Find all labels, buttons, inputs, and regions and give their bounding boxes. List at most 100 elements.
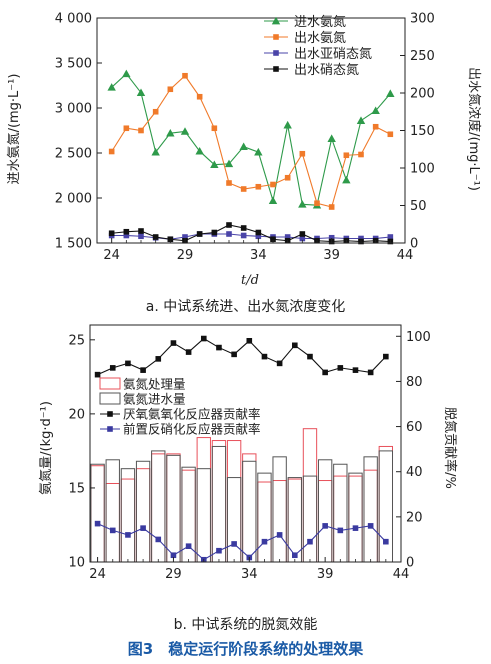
chart-a-ytick-right-label: 100 [410,162,435,177]
bar-ammonia-inflow [363,456,378,563]
legend-label: 前置反硝化反应器贡献率 [123,422,261,437]
chart-a-xtick-label: 44 [397,248,414,263]
bar-ammonia-inflow [257,472,272,563]
chart-b-series-point-1 [352,525,359,531]
chart-a-series-point-0 [283,120,292,129]
chart-a-series-point-0 [356,116,366,124]
legend-label: 氨氮处理量 [123,377,186,392]
bar-ammonia-inflow [105,459,120,563]
chart-b-xtick-label: 34 [241,567,258,582]
chart-a-series-point-0 [239,142,248,151]
chart-a-series-point-1 [152,108,159,115]
chart-a-xtick-label: 34 [250,248,267,263]
chart-a-series-point-3 [270,236,276,243]
chart-a-series-point-0 [268,196,278,205]
chart-a-ytick-right-label: 250 [410,49,435,64]
chart-a-series-point-0 [136,88,146,97]
chart-a-series-point-1 [372,123,379,130]
legend-label: 出水硝态氮 [294,63,359,78]
chart-b-series-point-0 [216,344,222,351]
chart-b-axes: 24 29 34 39 44 10 15 20 25 0 20 40 60 80 100 [68,324,431,582]
chart-a-xlabel: t/d [241,273,259,288]
chart-a-ytick-right-label: 50 [410,199,427,214]
legend-marker [273,34,279,40]
chart-a-series-point-2 [182,234,188,240]
chart-a-xtick-label: 24 [103,248,120,263]
chart-a: 24 29 34 39 44 1 500 2 000 2 500 3 000 3 500 4 000… [7,12,482,289]
chart-b-series-point-1 [109,527,116,534]
chart-a-ytick-left-label: 2 500 [55,147,92,162]
chart-b: 24 29 34 39 44 10 15 20 25 0 20 40 60 80 100 氨氮量/(kg·d… [39,324,458,582]
bar-ammonia-inflow [166,454,181,563]
chart-b-series-point-1 [337,527,344,534]
bar-ammonia-removed [317,480,333,563]
chart-b-ytick-right-label: 0 [406,556,414,571]
chart-a-series-point-1 [240,186,247,192]
chart-a-series-point-1 [167,86,174,93]
chart-a-series-point-3 [211,229,218,236]
chart-a-series-point-3 [108,230,115,237]
bar-ammonia-removed [257,481,272,563]
bar-ammonia-removed [105,482,120,563]
chart-a-ytick-left-label: 2 000 [55,192,92,207]
chart-a-series-point-1 [255,183,262,190]
figure-caption: 图3 稳定运行阶段系统的处理效果 [127,640,364,658]
chart-b-series-point-0 [170,340,177,346]
legend-marker [273,66,279,72]
chart-b-ytick-right-label: 60 [406,420,423,435]
chart-b-xtick-label: 44 [393,567,410,582]
bar-ammonia-removed [272,480,287,563]
chart-a-series-point-0 [298,200,307,208]
chart-a-series-point-0 [122,69,131,78]
legend-label: 氨氮进水量 [123,392,186,407]
bar-ammonia-inflow [120,468,136,563]
legend-swatch [99,377,121,390]
chart-a-series-point-2 [138,233,144,240]
chart-a-series-point-0 [386,89,395,97]
chart-a-series-point-3 [123,228,130,235]
chart-b-series-point-0 [140,367,146,373]
chart-a-series-point-1 [284,174,291,181]
chart-a-series-point-2 [123,232,130,239]
bar-ammonia-inflow [135,460,151,563]
chart-b-ytick-right-label: 40 [406,465,423,480]
chart-b-series-point-1 [94,520,101,527]
bar-ammonia-inflow [272,456,287,563]
chart-a-series-point-3 [226,222,232,228]
chart-b-series-point-0 [292,342,298,349]
bar-ammonia-inflow [378,450,394,563]
chart-b-series-point-0 [94,371,101,378]
chart-a-series-point-1 [123,125,130,132]
chart-b-series-point-1 [292,552,298,559]
chart-a-axes: 24 29 34 39 44 1 500 2 000 2 500 3 000 3 500 4 000… [55,12,435,264]
bar-ammonia-inflow [317,459,333,563]
bar-ammonia-removed [333,475,348,563]
chart-a-series-point-0 [254,147,263,156]
chart-b-series-point-0 [367,369,374,376]
chart-a-series-point-1 [108,148,115,155]
chart-a-series-point-1 [226,180,232,186]
chart-b-ytick-right-label: 100 [406,330,431,345]
legend-label: 出水亚硝态氮 [294,47,372,62]
chart-a-series-point-3 [167,236,174,243]
chart-b-caption: b. 中试系统的脱氮效能 [173,617,318,633]
legend-label: 出水氨氮 [294,31,346,46]
chart-a-series-point-1 [299,150,306,157]
chart-b-series-point-1 [185,543,192,549]
chart-a-caption: a. 中试系统进、出水氮浓度变化 [145,299,346,315]
bar-ammonia-removed [135,468,151,563]
chart-a-series-point-3 [299,231,306,237]
chart-a-series-point-0 [180,127,190,135]
chart-b-ytick-left-label: 20 [68,407,85,422]
bar-ammonia-inflow [302,475,318,563]
chart-a-series-point-3 [152,234,159,240]
chart-a-series-point-1 [138,127,144,134]
chart-b-ylabel-left: 氨氮量/(kg·d⁻¹) [39,401,54,495]
bar-ammonia-removed [363,469,378,563]
legend-swatch [99,392,121,405]
chart-b-ytick-left-label: 10 [68,556,85,571]
chart-a-series-point-0 [195,147,204,155]
chart-b-series-point-0 [125,360,131,367]
bar-ammonia-inflow [211,445,227,563]
